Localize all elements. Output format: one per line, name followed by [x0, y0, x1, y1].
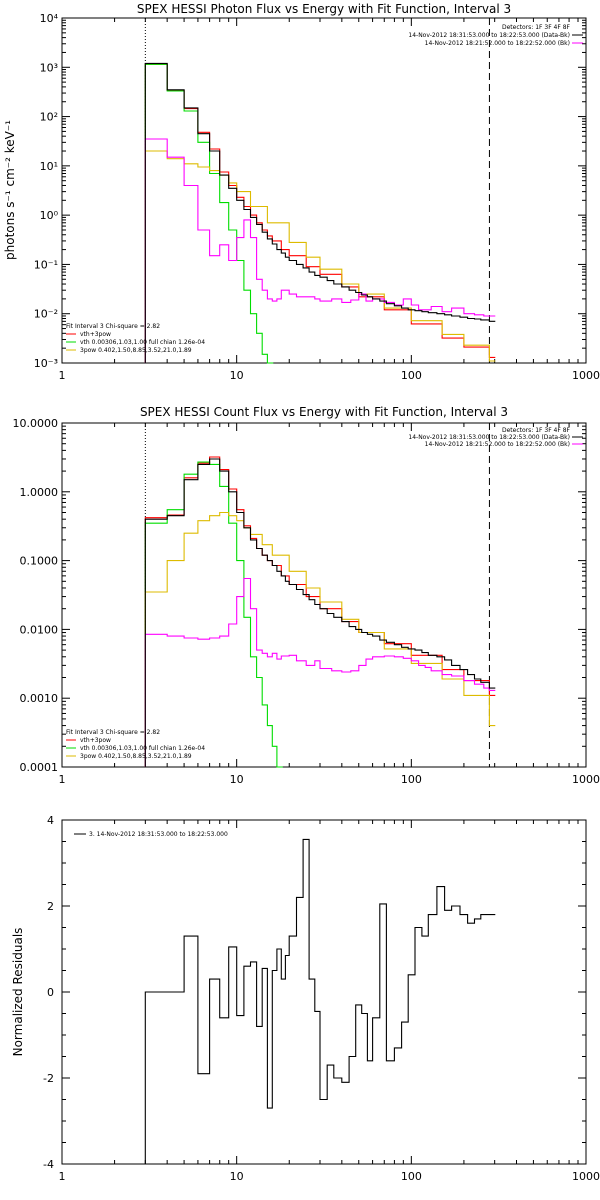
- photon-flux-panel: SPEX HESSI Photon Flux vs Energy with Fi…: [3, 2, 600, 382]
- x-tick-label: 100: [401, 369, 422, 382]
- x-tick-label: 100: [401, 1170, 422, 1183]
- chart-title: SPEX HESSI Count Flux vs Energy with Fit…: [140, 405, 508, 419]
- series-line-bk: [144, 577, 496, 767]
- legend-bk: 14-Nov-2012 18:21:52.000 to 18:22:52.000…: [425, 40, 570, 47]
- y-tick-label: -4: [43, 1158, 54, 1171]
- series-line-vth: [144, 63, 274, 364]
- series-line-bk: [144, 138, 496, 363]
- legend-data-bk: 14-Nov-2012 18:31:53.000 to 18:22:53.000…: [408, 434, 570, 441]
- legend-detectors: Detectors: 1F 3F 4F 8F: [502, 24, 571, 31]
- series-line-residuals: [144, 838, 496, 1164]
- series-group: [144, 838, 496, 1164]
- x-tick-label: 10: [230, 369, 244, 382]
- legend-detectors: Detectors: 1F 3F 4F 8F: [502, 427, 571, 434]
- legend-bottom-left: Fit Interval 3 Chi-square = 2.82 vth+3po…: [66, 323, 205, 354]
- y-tick-label: 4: [47, 814, 54, 827]
- y-tick-label: 0.0001: [20, 761, 59, 774]
- y-tick-label: 10⁻³: [34, 357, 58, 370]
- y-tick-label: 0.1000: [20, 555, 59, 568]
- residuals-panel: Normalized Residuals 1 10 100 1000 -4 -2 0 2 4 3…: [11, 814, 600, 1183]
- chart-title: SPEX HESSI Photon Flux vs Energy with Fi…: [137, 2, 511, 16]
- axis-ticks: 1 10 100 1000 -4 -2 0 2 4: [43, 814, 600, 1183]
- legend-fit-info: Fit Interval 3 Chi-square = 2.82: [66, 323, 160, 330]
- y-tick-label: 10.0000: [13, 417, 59, 430]
- legend-fit-info: Fit Interval 3 Chi-square = 2.82: [66, 729, 160, 736]
- y-tick-label: 10²: [40, 111, 58, 124]
- series-line-data-bk: [144, 458, 496, 767]
- series-line-vth-3pow: [144, 456, 496, 767]
- legend-bk: 14-Nov-2012 18:21:52.000 to 18:22:52.000…: [425, 441, 570, 448]
- series-line-3pow: [144, 150, 496, 363]
- series-group: [144, 62, 496, 364]
- y-tick-label: 1.0000: [20, 486, 59, 499]
- y-axis-label: photons s⁻¹ cm⁻² keV⁻¹: [3, 120, 17, 260]
- legend-item-3pow: 3pow 0.402,1.50,8.85,3.52,21.0,1.89: [80, 347, 192, 354]
- y-tick-label: 0: [47, 986, 54, 999]
- y-tick-label: -2: [43, 1072, 54, 1085]
- y-tick-label: 10⁻²: [34, 308, 58, 321]
- x-tick-label: 1000: [572, 773, 600, 786]
- y-tick-label: 10⁻¹: [34, 258, 58, 271]
- plot-frame: [61, 422, 587, 768]
- legend-item-vth3pow: vth+3pow: [80, 331, 111, 338]
- series-line-data-bk: [144, 62, 496, 363]
- legend-item-vth3pow: vth+3pow: [80, 737, 111, 744]
- x-tick-label: 1000: [572, 1170, 600, 1183]
- range-markers: [144, 18, 490, 363]
- legend-top-right: Detectors: 1F 3F 4F 8F 14-Nov-2012 18:31…: [408, 24, 583, 47]
- plot-frame: [61, 819, 587, 1165]
- legend-bottom-left: Fit Interval 3 Chi-square = 2.82 vth+3po…: [66, 729, 205, 760]
- plot-frame: [61, 17, 587, 364]
- y-tick-label: 0.0100: [20, 623, 59, 636]
- legend-data-bk: 14-Nov-2012 18:31:53.000 to 18:22:53.000…: [408, 32, 570, 39]
- y-tick-label: 2: [47, 900, 54, 913]
- y-tick-label: 10³: [40, 61, 58, 74]
- axis-ticks: 1 10 100 1000 0.0001 0.0010 0.0100 0.1000 1.0000…: [13, 417, 600, 786]
- series-group: [144, 456, 496, 768]
- legend: 3. 14-Nov-2012 18:31:53.000 to 18:22:53.…: [74, 831, 228, 838]
- axis-ticks: 1 10 100 1000 10⁻³ 10⁻² 10⁻¹ 10⁰ 10¹ 10² 10³ 10⁴: [34, 12, 600, 382]
- legend-residual-interval: 3. 14-Nov-2012 18:31:53.000 to 18:22:53.…: [89, 831, 228, 838]
- legend-top-right: Detectors: 1F 3F 4F 8F 14-Nov-2012 18:31…: [408, 427, 583, 448]
- legend-item-vth: vth 0.00306,1.03,1.00 full chian 1.26e-0…: [80, 745, 205, 752]
- legend-item-vth: vth 0.00306,1.03,1.00 full chian 1.26e-0…: [80, 339, 205, 346]
- x-tick-label: 1000: [572, 369, 600, 382]
- y-tick-label: 10⁰: [40, 209, 59, 222]
- x-tick-label: 10: [230, 773, 244, 786]
- x-tick-label: 10: [230, 1170, 244, 1183]
- x-tick-label: 1: [59, 369, 66, 382]
- series-line-vth: [144, 461, 283, 768]
- y-axis-label: Normalized Residuals: [11, 928, 25, 1057]
- count-flux-panel: SPEX HESSI Count Flux vs Energy with Fit…: [13, 405, 600, 786]
- legend-item-3pow: 3pow 0.402,1.50,8.85,3.52,21.0,1.89: [80, 753, 192, 760]
- y-tick-label: 10⁴: [40, 12, 59, 25]
- x-tick-label: 1: [59, 773, 66, 786]
- x-tick-label: 1: [59, 1170, 66, 1183]
- y-tick-label: 10¹: [40, 160, 58, 173]
- y-tick-label: 0.0010: [20, 692, 59, 705]
- x-tick-label: 100: [401, 773, 422, 786]
